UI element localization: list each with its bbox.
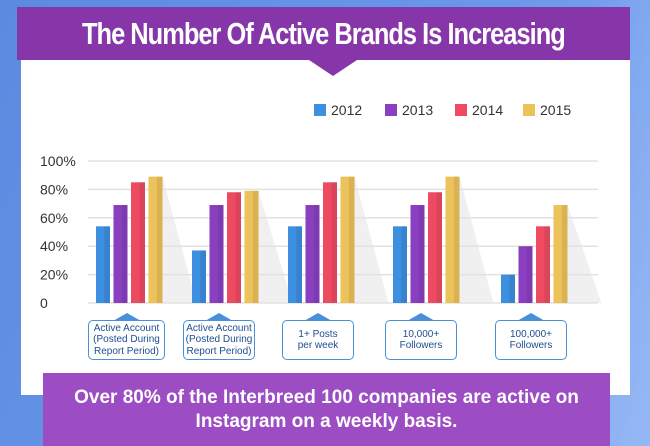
bar-2015	[553, 205, 568, 303]
legend-label-2014: 2014	[472, 102, 503, 118]
bar-2013	[410, 205, 425, 303]
bar-2012	[288, 226, 302, 303]
y-tick-label: 60%	[40, 210, 68, 226]
bar-2015	[244, 190, 259, 303]
y-tick-label: 40%	[40, 238, 68, 254]
bar-shade	[453, 176, 460, 303]
header-bar: The Number Of Active Brands Is Increasin…	[17, 7, 630, 60]
category-label: 1+ Posts per week	[282, 313, 354, 360]
page-title: The Number Of Active Brands Is Increasin…	[82, 15, 566, 51]
bar-2013	[209, 205, 224, 303]
bar-2015	[340, 176, 355, 303]
category-label: Active Account (Posted During Report Per…	[88, 313, 165, 360]
legend: 2012 2013 2014 2015	[314, 102, 571, 118]
bars	[96, 176, 568, 303]
legend-label-2013: 2013	[402, 102, 433, 118]
bar-shadow	[162, 176, 197, 303]
bar-2014	[536, 226, 550, 303]
bar-shadow	[354, 176, 389, 303]
category-label: Active Account (Posted During Report Per…	[183, 313, 255, 360]
summary-banner: Over 80% of the Interbreed 100 companies…	[43, 373, 610, 446]
bar-shadow	[567, 205, 602, 303]
bar-2014	[323, 182, 337, 303]
bar-2012	[501, 274, 515, 303]
legend-label-2012: 2012	[331, 102, 362, 118]
bar-2015	[445, 176, 460, 303]
category-label: 10,000+ Followers	[385, 313, 457, 360]
bar-shadow	[459, 176, 494, 303]
bar-2013	[113, 205, 128, 303]
bar-2012	[192, 250, 206, 303]
bar-shade	[313, 205, 320, 303]
bar-shade	[544, 226, 550, 303]
bar-shade	[156, 176, 163, 303]
legend-swatch-2014	[455, 104, 467, 116]
legend-swatch-2012	[314, 104, 326, 116]
bar-2014	[227, 192, 241, 303]
bar-shade	[561, 205, 568, 303]
bar-2013	[518, 246, 533, 303]
y-tick-label: 100%	[40, 153, 76, 169]
bar-shade	[348, 176, 355, 303]
bar-shade	[139, 182, 145, 303]
legend-label-2015: 2015	[540, 102, 571, 118]
bar-shade	[121, 205, 128, 303]
bar-2012	[96, 226, 110, 303]
bar-2012	[393, 226, 407, 303]
bar-shade	[296, 226, 302, 303]
bar-shade	[217, 205, 224, 303]
legend-swatch-2013	[385, 104, 397, 116]
y-tick-label: 80%	[40, 181, 68, 197]
y-tick-label: 0	[40, 295, 48, 311]
y-axis: 0 20% 40% 60% 80% 100%	[40, 153, 76, 311]
category-label: 100,000+ Followers	[495, 313, 567, 360]
legend-swatch-2015	[523, 104, 535, 116]
bar-shade	[331, 182, 337, 303]
bar-2014	[428, 192, 442, 303]
y-tick-label: 20%	[40, 267, 68, 283]
bar-shade	[418, 205, 425, 303]
bar-2015	[148, 176, 163, 303]
bar-shade	[235, 192, 241, 303]
bar-shade	[200, 250, 206, 303]
bar-shade	[509, 274, 515, 303]
bar-shade	[526, 246, 533, 303]
bar-2014	[131, 182, 145, 303]
bar-2013	[305, 205, 320, 303]
bar-shade	[436, 192, 442, 303]
header-pointer	[309, 60, 357, 76]
bar-shade	[401, 226, 407, 303]
bar-shade	[252, 190, 259, 303]
bar-shade	[104, 226, 110, 303]
summary-text: Over 80% of the Interbreed 100 companies…	[74, 386, 579, 432]
